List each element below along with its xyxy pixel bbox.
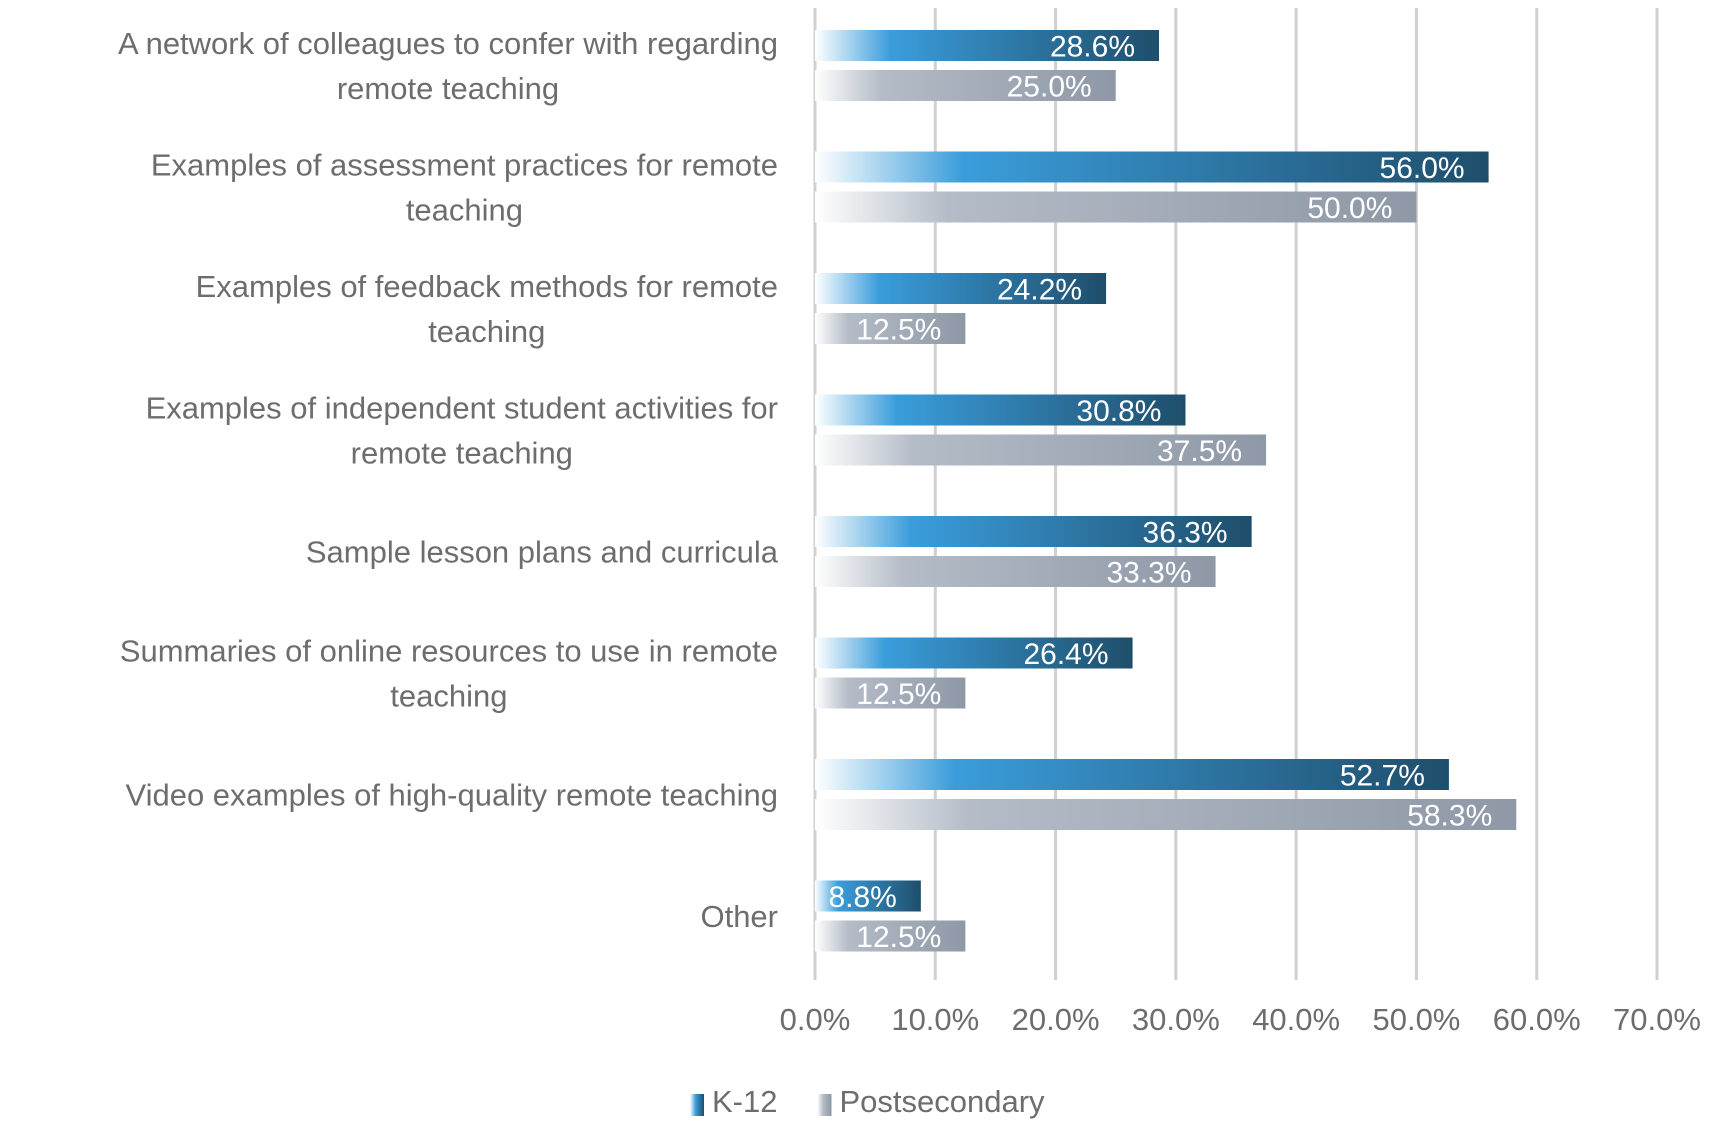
k12-bar	[815, 273, 1107, 304]
category-labels: A network of colleagues to confer with r…	[118, 26, 779, 934]
legend-label: K-12	[712, 1084, 777, 1119]
data-label: 36.3%	[1143, 517, 1228, 550]
data-label: 30.8%	[1076, 395, 1161, 428]
postsecondary-bar	[815, 70, 1116, 101]
x-axis-ticks: 0.0% 10.0% 20.0% 30.0% 40.0% 50.0% 60.0% 70.0%	[780, 1002, 1701, 1037]
x-tick-label: 60.0%	[1493, 1002, 1581, 1037]
data-label: 50.0%	[1307, 192, 1392, 225]
x-tick-label: 40.0%	[1252, 1002, 1340, 1037]
category-label: Video examples of high-quality remote te…	[125, 778, 778, 813]
postsecondary-bar	[815, 313, 966, 344]
data-label: 52.7%	[1340, 760, 1425, 793]
k12-bar	[815, 394, 1186, 426]
category-label: Summaries of online resources to use in …	[120, 634, 778, 714]
legend: K-12 Postsecondary	[690, 1084, 1045, 1119]
data-label: 28.6%	[1050, 31, 1135, 64]
x-tick-label: 30.0%	[1132, 1002, 1220, 1037]
k12-bar	[815, 880, 921, 912]
bars: 28.6% 25.0% 56.0% 50.0% 24.2% 12.5% 30.8% 37.5%…	[815, 30, 1517, 954]
data-label: 37.5%	[1157, 435, 1242, 468]
k12-bar	[815, 516, 1252, 547]
category-label: Examples of independent student activiti…	[146, 391, 778, 471]
k12-bar	[815, 30, 1160, 61]
postsecondary-bar	[815, 920, 966, 952]
category-label: Sample lesson plans and curricula	[306, 535, 779, 570]
x-tick-label: 10.0%	[891, 1002, 979, 1037]
legend-swatch-postsecondary	[817, 1094, 832, 1116]
category-label: Other	[700, 899, 778, 934]
x-tick-label: 70.0%	[1613, 1002, 1701, 1037]
k12-bar	[815, 637, 1133, 669]
k12-bar	[815, 151, 1489, 183]
postsecondary-bar	[815, 799, 1517, 830]
postsecondary-bar	[815, 434, 1267, 466]
data-label: 24.2%	[997, 274, 1082, 307]
postsecondary-bar	[815, 556, 1216, 587]
postsecondary-bar	[815, 677, 966, 709]
data-label: 12.5%	[856, 678, 941, 711]
legend-swatch-k12	[690, 1094, 704, 1116]
x-tick-label: 50.0%	[1372, 1002, 1460, 1037]
k12-bar	[815, 759, 1449, 790]
category-label: Examples of feedback methods for remote t…	[196, 269, 778, 349]
data-label: 26.4%	[1023, 638, 1108, 671]
category-label: Examples of assessment practices for rem…	[151, 148, 778, 228]
data-label: 12.5%	[856, 921, 941, 954]
data-label: 33.3%	[1106, 557, 1191, 590]
x-tick-label: 20.0%	[1012, 1002, 1100, 1037]
data-label: 56.0%	[1380, 152, 1465, 185]
data-label: 58.3%	[1407, 800, 1492, 833]
data-label: 8.8%	[828, 881, 896, 914]
postsecondary-bar	[815, 191, 1417, 223]
category-label: A network of colleagues to confer with r…	[118, 26, 778, 106]
data-label: 12.5%	[856, 314, 941, 347]
data-label: 25.0%	[1007, 71, 1092, 104]
x-tick-label: 0.0%	[780, 1002, 851, 1037]
legend-label: Postsecondary	[839, 1084, 1045, 1119]
